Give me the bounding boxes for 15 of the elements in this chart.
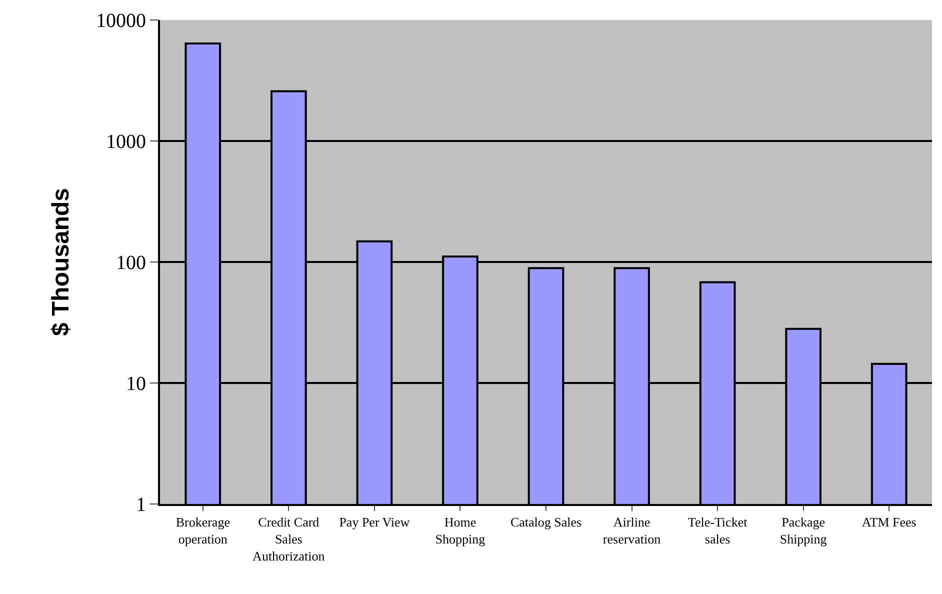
y-tick-label: 1000 [106,131,146,153]
y-tick-label: 100 [116,252,146,274]
y-tick-label: 10 [126,373,146,395]
x-tick-label: Package Shipping [780,514,828,546]
y-axis-title: $ Thousands [48,188,75,336]
x-tick-label: Pay Per View [339,514,410,530]
x-tick-label: Brokerage operation [176,514,230,546]
x-tick-label: Home Shopping [435,514,486,546]
y-tick-label: 1 [136,494,146,516]
x-tick-label: ATM Fees [862,514,916,530]
x-tick-label: Tele-Ticket sales [688,514,748,546]
x-tick-label: Credit Card Sales Authorization [252,514,326,564]
x-tick-label: Catalog Sales [510,514,582,530]
y-tick-label: 10000 [96,10,146,32]
x-tick-label: Airline reservation [602,514,662,546]
